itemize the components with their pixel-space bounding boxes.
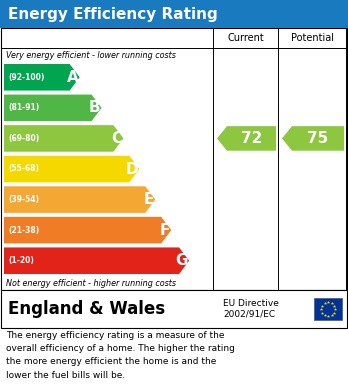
Polygon shape	[282, 126, 344, 151]
Text: (39-54): (39-54)	[8, 195, 39, 204]
Text: 72: 72	[241, 131, 262, 146]
Polygon shape	[4, 248, 189, 274]
Text: G: G	[176, 253, 188, 268]
Text: A: A	[67, 70, 79, 85]
Text: (92-100): (92-100)	[8, 73, 45, 82]
Polygon shape	[4, 217, 171, 244]
Text: Very energy efficient - lower running costs: Very energy efficient - lower running co…	[6, 50, 176, 59]
Text: Potential: Potential	[291, 33, 333, 43]
Text: (1-20): (1-20)	[8, 256, 34, 265]
Text: E: E	[144, 192, 154, 207]
Polygon shape	[4, 186, 155, 213]
Bar	[1, 290, 347, 328]
Text: D: D	[126, 161, 139, 176]
Text: (81-91): (81-91)	[8, 103, 39, 112]
Polygon shape	[4, 64, 80, 91]
Text: 75: 75	[307, 131, 329, 146]
Polygon shape	[4, 125, 124, 152]
Text: The energy efficiency rating is a measure of the
overall efficiency of a home. T: The energy efficiency rating is a measur…	[6, 331, 235, 380]
Bar	[1, 28, 347, 290]
Text: B: B	[89, 100, 101, 115]
Polygon shape	[4, 95, 102, 121]
Text: C: C	[111, 131, 122, 146]
Text: 2002/91/EC: 2002/91/EC	[223, 310, 275, 319]
Text: F: F	[160, 222, 170, 238]
Text: (55-68): (55-68)	[8, 165, 39, 174]
Text: EU Directive: EU Directive	[223, 300, 279, 308]
Bar	[314, 298, 342, 320]
Text: (69-80): (69-80)	[8, 134, 39, 143]
Bar	[0, 0, 348, 28]
Polygon shape	[4, 156, 139, 182]
Text: Energy Efficiency Rating: Energy Efficiency Rating	[8, 7, 218, 22]
Polygon shape	[217, 126, 276, 151]
Text: Current: Current	[227, 33, 264, 43]
Text: (21-38): (21-38)	[8, 226, 39, 235]
Text: Not energy efficient - higher running costs: Not energy efficient - higher running co…	[6, 278, 176, 287]
Text: England & Wales: England & Wales	[8, 300, 165, 318]
